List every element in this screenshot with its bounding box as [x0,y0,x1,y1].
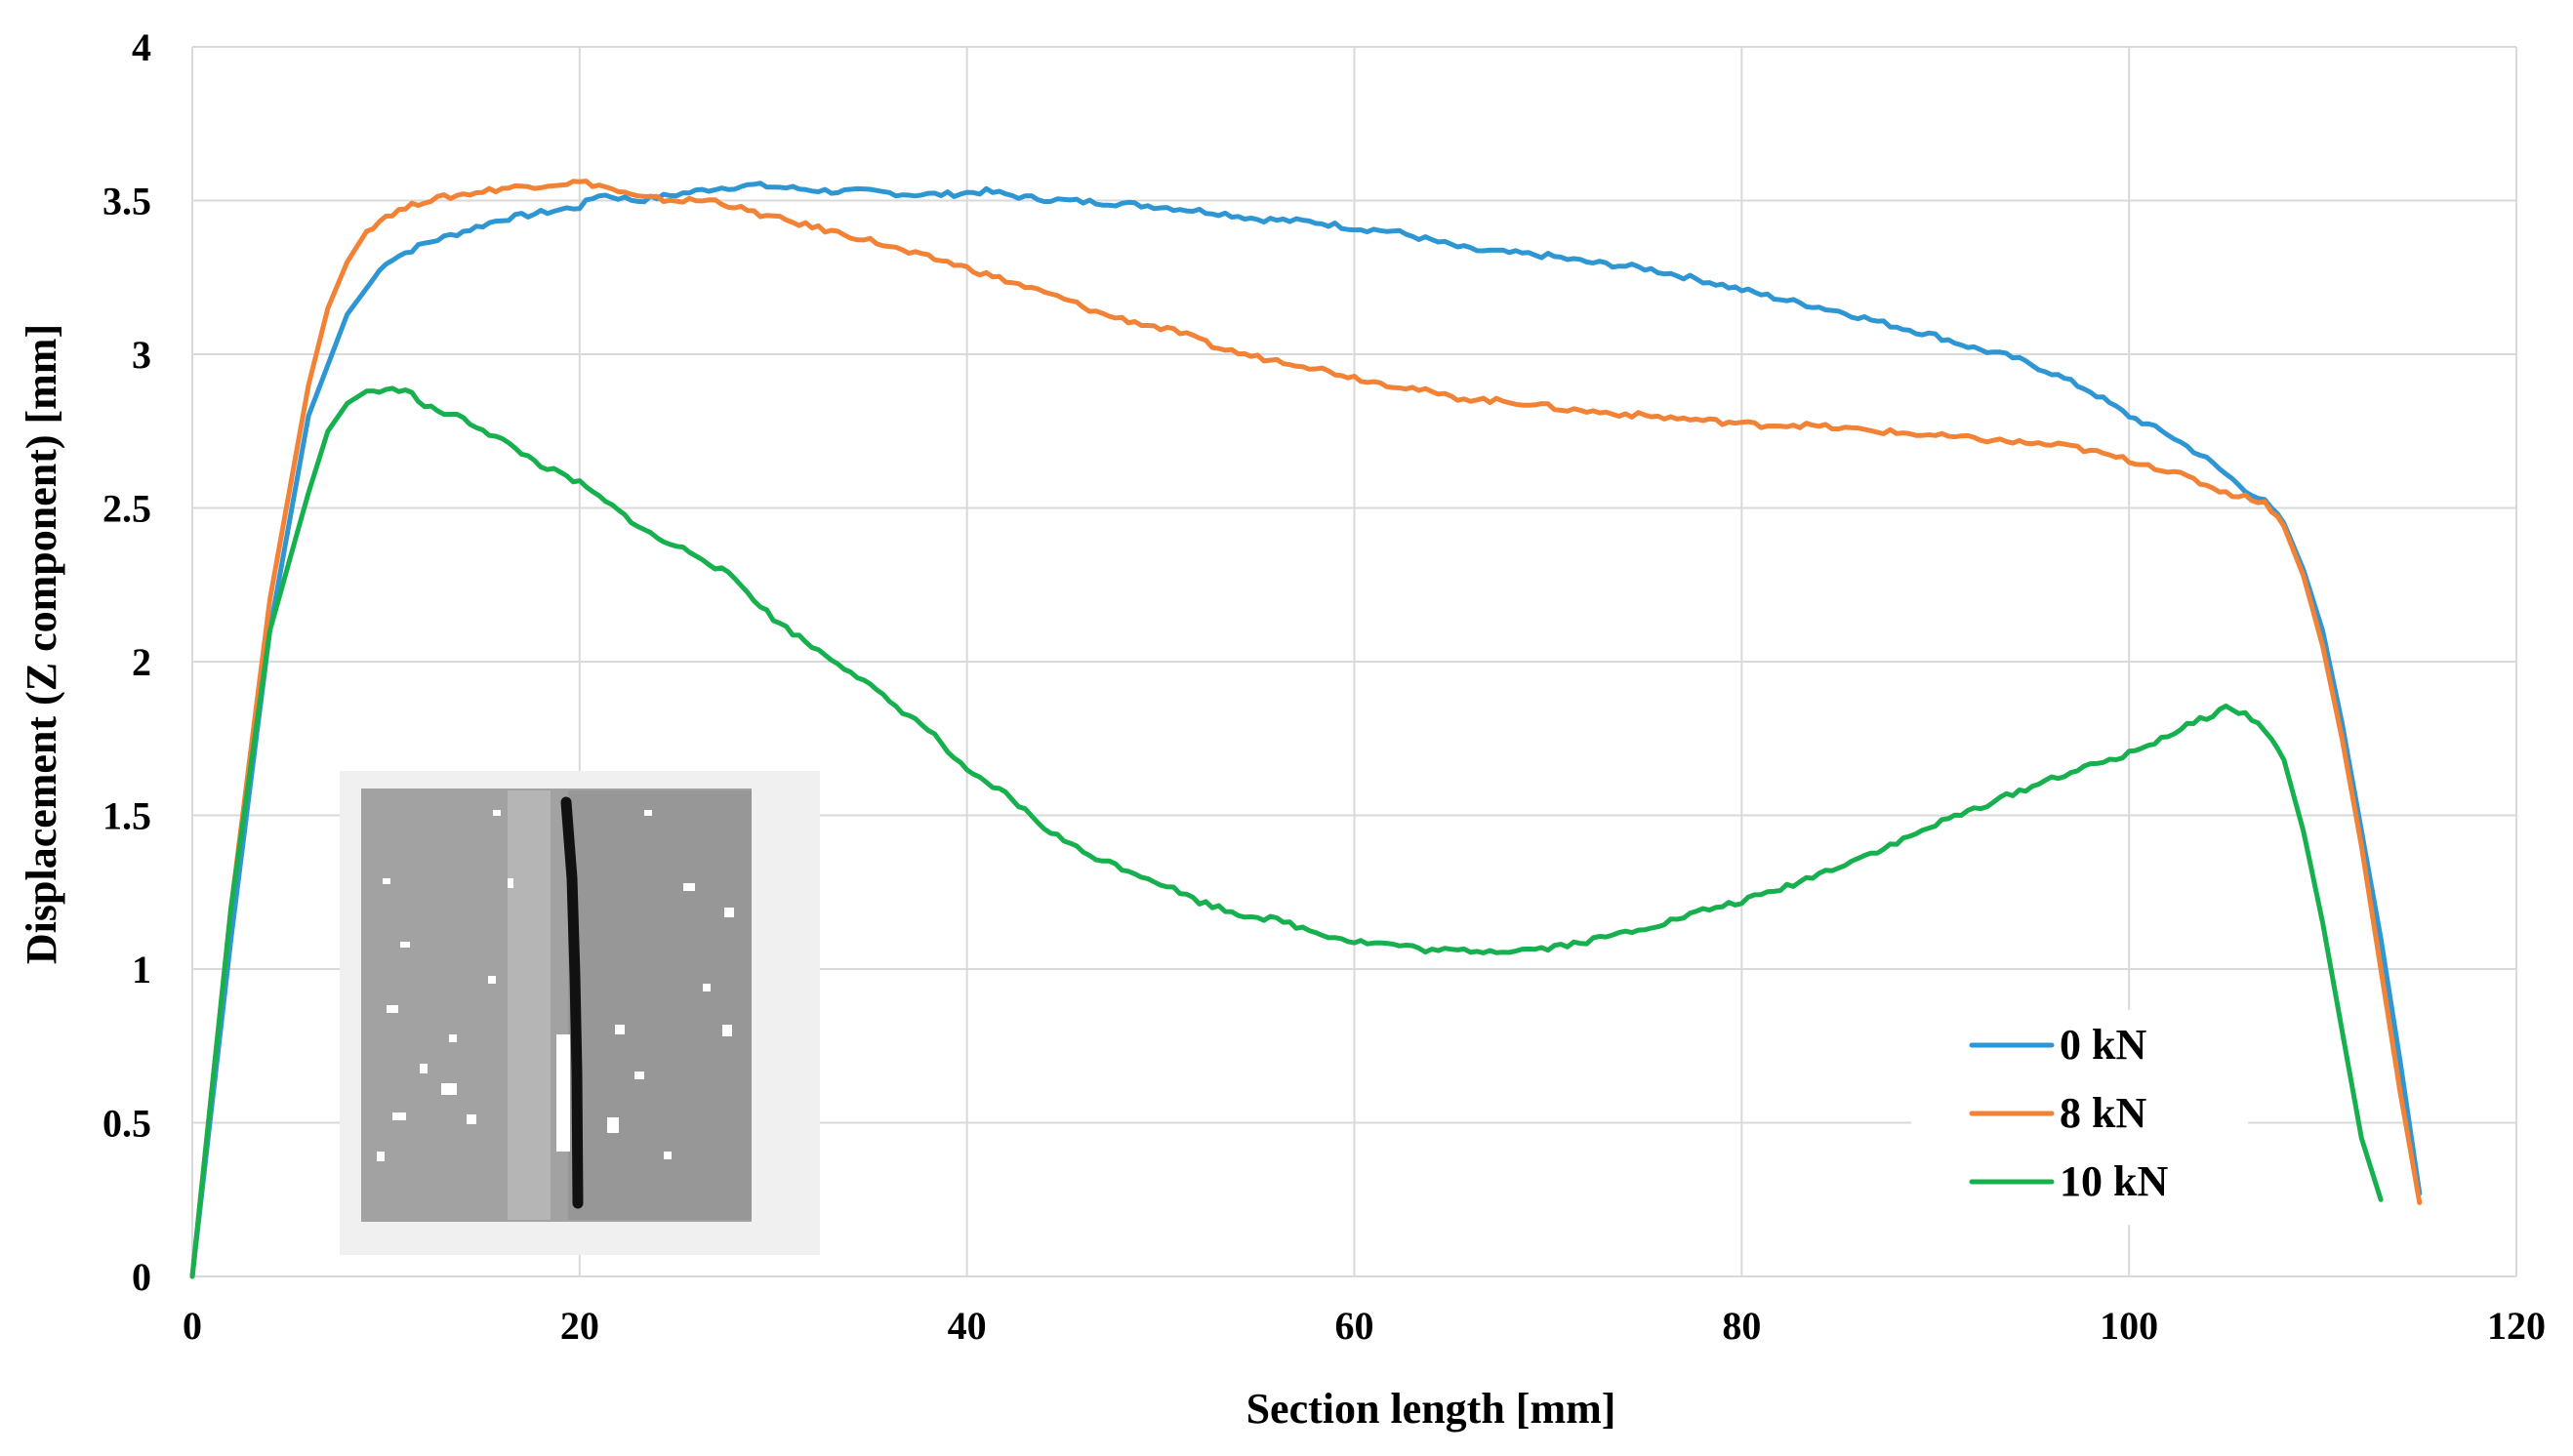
series-lines [189,179,2423,1279]
x-tick-label: 0 [183,1304,202,1348]
series-line-0-kn [189,181,2423,1279]
legend: 0 kN 8 kN 10 kN [1911,1010,2248,1225]
specimen-speckles [377,810,734,1161]
y-tick-label: 4 [132,25,151,69]
x-tick-label: 120 [2487,1304,2546,1348]
legend-background [1911,1010,2248,1225]
y-tick-label: 2 [132,640,151,684]
x-tick-label: 80 [1722,1304,1761,1348]
y-tick-label: 1.5 [102,794,151,838]
series-line-8-kn [189,179,2423,1279]
legend-label-8-kn: 8 kN [2060,1089,2146,1137]
y-tick-label: 0.5 [102,1102,151,1146]
y-axis-title: Displacement (Z component) [mm] [18,324,65,964]
y-tick-label: 1 [132,948,151,991]
legend-label-10-kn: 10 kN [2060,1157,2168,1205]
x-tick-label: 60 [1335,1304,1374,1348]
y-tick-label: 2.5 [102,487,151,531]
x-tick-label: 40 [948,1304,987,1348]
y-tick-label: 3 [132,333,151,377]
y-tick-label: 0 [132,1255,151,1299]
x-tick-label: 100 [2100,1304,2158,1348]
tick-labels: 00.511.522.533.540 20 40 60 80 100 120 [102,25,2546,1348]
legend-label-0-kn: 0 kN [2060,1021,2146,1069]
x-axis-title: Section length [mm] [1246,1385,1616,1433]
series-line-10-kn [189,385,2384,1279]
specimen-inset [340,771,820,1255]
y-tick-label: 3.5 [102,180,151,223]
x-tick-label: 20 [560,1304,599,1348]
crack-line [560,796,584,1209]
